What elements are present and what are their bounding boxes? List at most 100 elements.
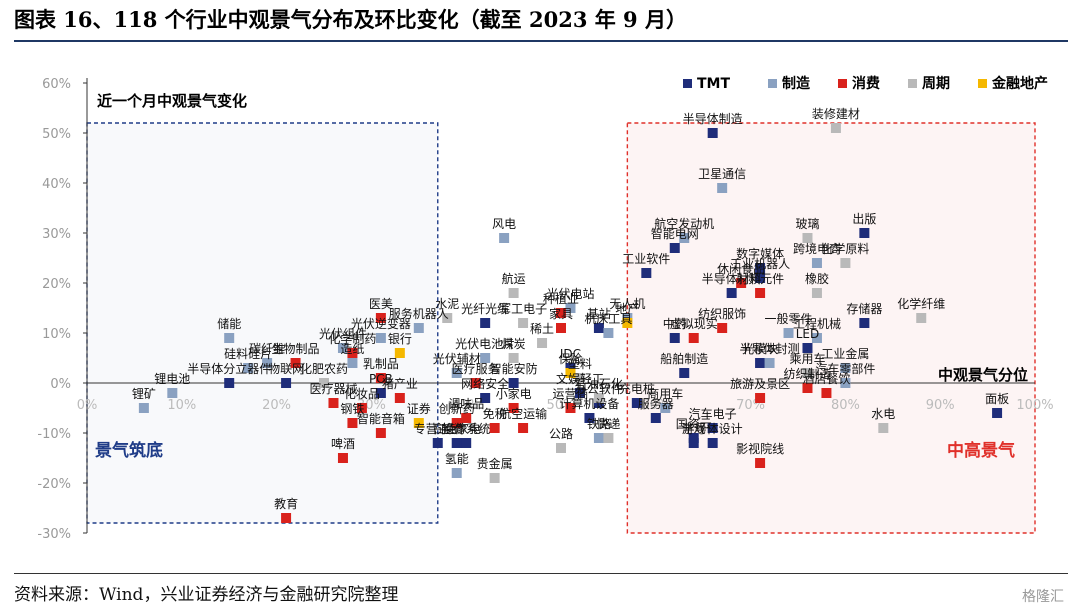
points-layer xyxy=(138,123,1003,523)
watermark-logo: 格隆汇 xyxy=(1022,589,1064,605)
data-point-label: 水泥 xyxy=(435,297,459,311)
data-point xyxy=(262,358,273,368)
data-point-label: 贵金属 xyxy=(477,456,513,471)
page-title: 图表 16、118 个行业中观景气分布及环比变化（截至 2023 年 9 月） xyxy=(14,7,687,32)
legend-label: 消费 xyxy=(852,75,880,92)
data-point-label: 酒店餐饮 xyxy=(802,371,850,386)
legend-swatch xyxy=(908,79,917,88)
data-point xyxy=(669,243,680,253)
data-point-label: 光模块 xyxy=(742,342,778,356)
data-point xyxy=(603,328,614,338)
data-point-label: 半导体设计 xyxy=(683,422,743,436)
data-point xyxy=(489,473,500,483)
data-point-label: 船舶制造 xyxy=(660,351,708,366)
data-point xyxy=(717,183,728,193)
data-point xyxy=(859,228,870,238)
data-point-label: 半导体制造 xyxy=(683,112,743,126)
data-point xyxy=(755,273,766,283)
title-rule xyxy=(14,40,1068,42)
data-point xyxy=(840,363,851,373)
data-point-label: 水电 xyxy=(871,407,895,421)
legend-label: 金融地产 xyxy=(991,75,1048,92)
data-point xyxy=(669,333,680,343)
data-point xyxy=(603,433,614,443)
zone-label-1: 中高景气 xyxy=(947,440,1015,461)
data-point xyxy=(565,368,576,378)
data-point-label: 光伏电站 xyxy=(546,287,594,301)
x-tick-label: 80% xyxy=(831,398,860,413)
data-point-label: 运营商 xyxy=(552,386,588,401)
data-point-label: 办公软件 xyxy=(575,381,623,396)
data-point xyxy=(574,373,585,383)
x-tick-label: 10% xyxy=(167,398,196,413)
zone-label-0: 景气筑底 xyxy=(95,440,163,461)
data-point-label: 服务器 xyxy=(638,396,674,411)
data-point-label: 网络安全 xyxy=(461,376,509,391)
data-point xyxy=(783,328,794,338)
data-point xyxy=(755,358,766,368)
data-point-label: 跨境电商 xyxy=(793,241,841,256)
data-point-label: 汽车零部件 xyxy=(815,361,875,376)
data-point-label: 航运 xyxy=(502,271,526,286)
data-point xyxy=(593,433,604,443)
data-point xyxy=(593,393,604,403)
data-point xyxy=(802,343,813,353)
legend-swatch xyxy=(768,79,777,88)
data-point xyxy=(337,343,348,353)
data-point xyxy=(337,453,348,463)
y-tick-label: -30% xyxy=(37,527,71,542)
data-point-label: 光伏辅材 xyxy=(433,352,481,366)
data-point xyxy=(413,323,424,333)
data-point-label: 纺织服饰 xyxy=(698,307,746,321)
data-point xyxy=(802,383,813,393)
data-point xyxy=(878,423,889,433)
data-point xyxy=(916,313,927,323)
data-point-label: 机床工具 xyxy=(584,312,632,326)
data-point-label: 啤酒 xyxy=(331,436,355,451)
legend-swatch xyxy=(838,79,847,88)
data-point-label: 智能音箱 xyxy=(357,411,405,426)
data-point-label: 铁路 xyxy=(587,416,611,431)
data-point-label: 面板 xyxy=(985,392,1009,406)
data-point-label: 数字媒体 xyxy=(736,246,784,261)
data-point xyxy=(840,258,851,268)
y-tick-label: 10% xyxy=(42,327,71,342)
data-point xyxy=(375,333,386,343)
data-point xyxy=(688,438,699,448)
data-point xyxy=(461,413,472,423)
data-point-label: 稀土 xyxy=(530,322,554,336)
data-point-label: 虚拟现实 xyxy=(670,316,718,331)
data-point-label: 教育 xyxy=(274,496,298,511)
data-point xyxy=(811,288,822,298)
data-point-label: 快递 xyxy=(596,417,620,431)
data-point xyxy=(556,323,566,333)
data-point xyxy=(574,388,585,398)
data-point xyxy=(811,333,822,343)
data-point-label: 工业金属 xyxy=(821,346,869,361)
data-point-label: 汽车电子 xyxy=(689,406,737,421)
data-point xyxy=(451,418,462,428)
data-point xyxy=(764,358,775,368)
data-point xyxy=(432,438,443,448)
data-point-label: 家具 xyxy=(549,306,573,321)
data-point-label: 橡胶 xyxy=(805,271,829,286)
data-point xyxy=(641,268,652,278)
data-point xyxy=(707,423,718,433)
data-point xyxy=(290,358,301,368)
x-tick-label: 90% xyxy=(926,398,955,413)
data-point-label: 小家电 xyxy=(496,386,532,401)
data-point-label: 调味品 xyxy=(448,397,484,411)
x-tick-label: 100% xyxy=(1016,398,1053,413)
data-point-label: 服务机器人 xyxy=(389,306,449,321)
data-point-label: 风电 xyxy=(492,217,516,231)
data-point xyxy=(802,368,813,378)
data-point-label: 文娱轻工 xyxy=(556,371,604,386)
data-point-label: 证券 xyxy=(407,401,431,416)
data-point xyxy=(584,413,595,423)
data-point-label: 锂矿 xyxy=(132,386,156,401)
legend: TMT 制造 消费 周期 金融地产 xyxy=(683,75,1048,92)
data-point xyxy=(375,373,386,383)
data-point-label: 半导体封测 xyxy=(740,342,800,356)
data-point-label: 光纤光缆 xyxy=(461,302,509,316)
